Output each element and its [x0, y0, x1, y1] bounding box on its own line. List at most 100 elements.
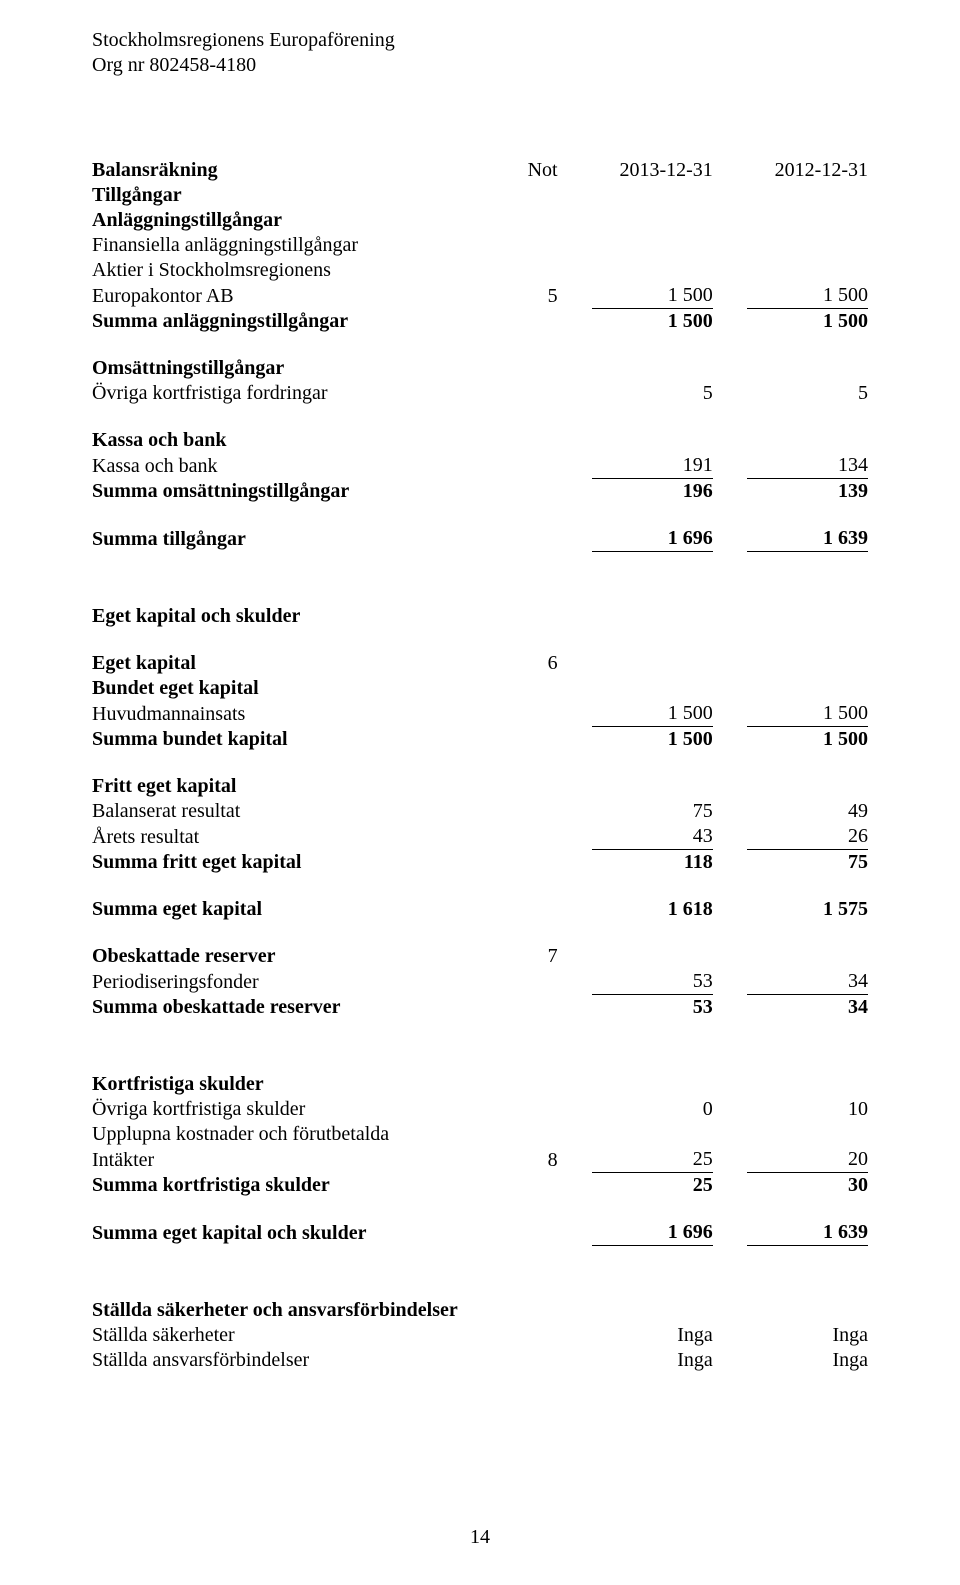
- row-not: 5: [511, 283, 558, 309]
- row-not: 6: [511, 651, 558, 676]
- row-label: Övriga kortfristiga fordringar: [92, 381, 511, 406]
- page: Stockholmsregionens Europaförening Org n…: [0, 0, 960, 1585]
- table-row: Omsättningstillgångar: [92, 356, 868, 381]
- row-y2: Inga: [713, 1348, 868, 1373]
- row-y1: [558, 651, 713, 676]
- row-y2: [713, 356, 868, 381]
- row-not: [511, 727, 558, 752]
- row-label: Aktier i Stockholmsregionens: [92, 258, 511, 283]
- row-y2: Inga: [713, 1323, 868, 1348]
- table-row: Upplupna kostnader och förutbetalda: [92, 1122, 868, 1147]
- table-row: Årets resultat4326: [92, 824, 868, 850]
- row-not: [511, 1173, 558, 1198]
- spacer-row: [92, 629, 868, 651]
- row-not: [511, 356, 558, 381]
- spacer-row: [92, 552, 868, 604]
- row-label: Anläggningstillgångar: [92, 208, 511, 233]
- col-y1: 2013-12-31: [558, 158, 713, 183]
- row-label: Intäkter: [92, 1147, 511, 1173]
- table-row: Fritt eget kapital: [92, 774, 868, 799]
- row-y1: [558, 676, 713, 701]
- row-not: 7: [511, 944, 558, 969]
- row-label: Summa omsättningstillgångar: [92, 479, 511, 504]
- row-not: [511, 428, 558, 453]
- row-y1: 25: [558, 1147, 713, 1173]
- row-y1: 53: [558, 969, 713, 995]
- header-row: Balansräkning Not 2013-12-31 2012-12-31: [92, 158, 868, 183]
- row-y2: 1 575: [713, 897, 868, 922]
- table-row: Summa eget kapital1 6181 575: [92, 897, 868, 922]
- row-y1: [558, 208, 713, 233]
- row-y2: [713, 183, 868, 208]
- spacer-row: [92, 922, 868, 944]
- row-not: [511, 309, 558, 334]
- row-y1: 1 618: [558, 897, 713, 922]
- balance-sheet-table: Balansräkning Not 2013-12-31 2012-12-31 …: [92, 158, 868, 1373]
- row-y1: 5: [558, 381, 713, 406]
- row-label: Europakontor AB: [92, 283, 511, 309]
- spacer-row: [92, 334, 868, 356]
- row-label: Eget kapital och skulder: [92, 604, 511, 629]
- row-y2: 34: [713, 969, 868, 995]
- table-row: Summa tillgångar1 6961 639: [92, 526, 868, 552]
- row-not: [511, 233, 558, 258]
- table-row: Intäkter82520: [92, 1147, 868, 1173]
- table-row: Summa kortfristiga skulder2530: [92, 1173, 868, 1198]
- row-not: [511, 1122, 558, 1147]
- row-not: 8: [511, 1147, 558, 1173]
- title-cell: Balansräkning: [92, 158, 511, 183]
- row-y2: 1 500: [713, 309, 868, 334]
- spacer-row: [92, 1198, 868, 1220]
- row-label: Kassa och bank: [92, 428, 511, 453]
- row-label: Summa eget kapital och skulder: [92, 1220, 511, 1246]
- row-y1: 1 696: [558, 526, 713, 552]
- row-y1: 43: [558, 824, 713, 850]
- row-not: [511, 1298, 558, 1323]
- row-not: [511, 381, 558, 406]
- row-y2: [713, 774, 868, 799]
- row-y1: 1 500: [558, 309, 713, 334]
- row-y2: [713, 233, 868, 258]
- row-y2: 26: [713, 824, 868, 850]
- table-row: Huvudmannainsats1 5001 500: [92, 701, 868, 727]
- row-y1: 196: [558, 479, 713, 504]
- row-not: [511, 1097, 558, 1122]
- row-y1: [558, 233, 713, 258]
- table-row: Finansiella anläggningstillgångar: [92, 233, 868, 258]
- row-label: Finansiella anläggningstillgångar: [92, 233, 511, 258]
- row-label: Summa anläggningstillgångar: [92, 309, 511, 334]
- table-row: Summa eget kapital och skulder1 6961 639: [92, 1220, 868, 1246]
- table-row: Summa anläggningstillgångar 1 5001 500: [92, 309, 868, 334]
- row-label: Kassa och bank: [92, 453, 511, 479]
- row-label: Ställda säkerheter: [92, 1323, 511, 1348]
- table-row: Kassa och bank: [92, 428, 868, 453]
- row-label: Övriga kortfristiga skulder: [92, 1097, 511, 1122]
- table-row: Obeskattade reserver7: [92, 944, 868, 969]
- row-y1: 53: [558, 995, 713, 1020]
- row-label: Tillgångar: [92, 183, 511, 208]
- row-label: Fritt eget kapital: [92, 774, 511, 799]
- row-y2: [713, 604, 868, 629]
- row-y2: 139: [713, 479, 868, 504]
- row-label: Periodiseringsfonder: [92, 969, 511, 995]
- row-y1: 25: [558, 1173, 713, 1198]
- row-y1: 0: [558, 1097, 713, 1122]
- spacer-row: [92, 406, 868, 428]
- row-y2: 134: [713, 453, 868, 479]
- table-row: Övriga kortfristiga fordringar55: [92, 381, 868, 406]
- table-row: Anläggningstillgångar: [92, 208, 868, 233]
- row-y1: 75: [558, 799, 713, 824]
- row-label: Upplupna kostnader och förutbetalda: [92, 1122, 511, 1147]
- table-row: Kassa och bank191134: [92, 453, 868, 479]
- row-not: [511, 526, 558, 552]
- table-row: Bundet eget kapital: [92, 676, 868, 701]
- spacer-row: [92, 875, 868, 897]
- row-not: [511, 799, 558, 824]
- row-label: Balanserat resultat: [92, 799, 511, 824]
- table-row: Summa bundet kapital1 5001 500: [92, 727, 868, 752]
- spacer-row: [92, 504, 868, 526]
- row-y1: [558, 944, 713, 969]
- row-y1: [558, 1298, 713, 1323]
- table-row: Tillgångar: [92, 183, 868, 208]
- org-nr: Org nr 802458-4180: [92, 53, 868, 78]
